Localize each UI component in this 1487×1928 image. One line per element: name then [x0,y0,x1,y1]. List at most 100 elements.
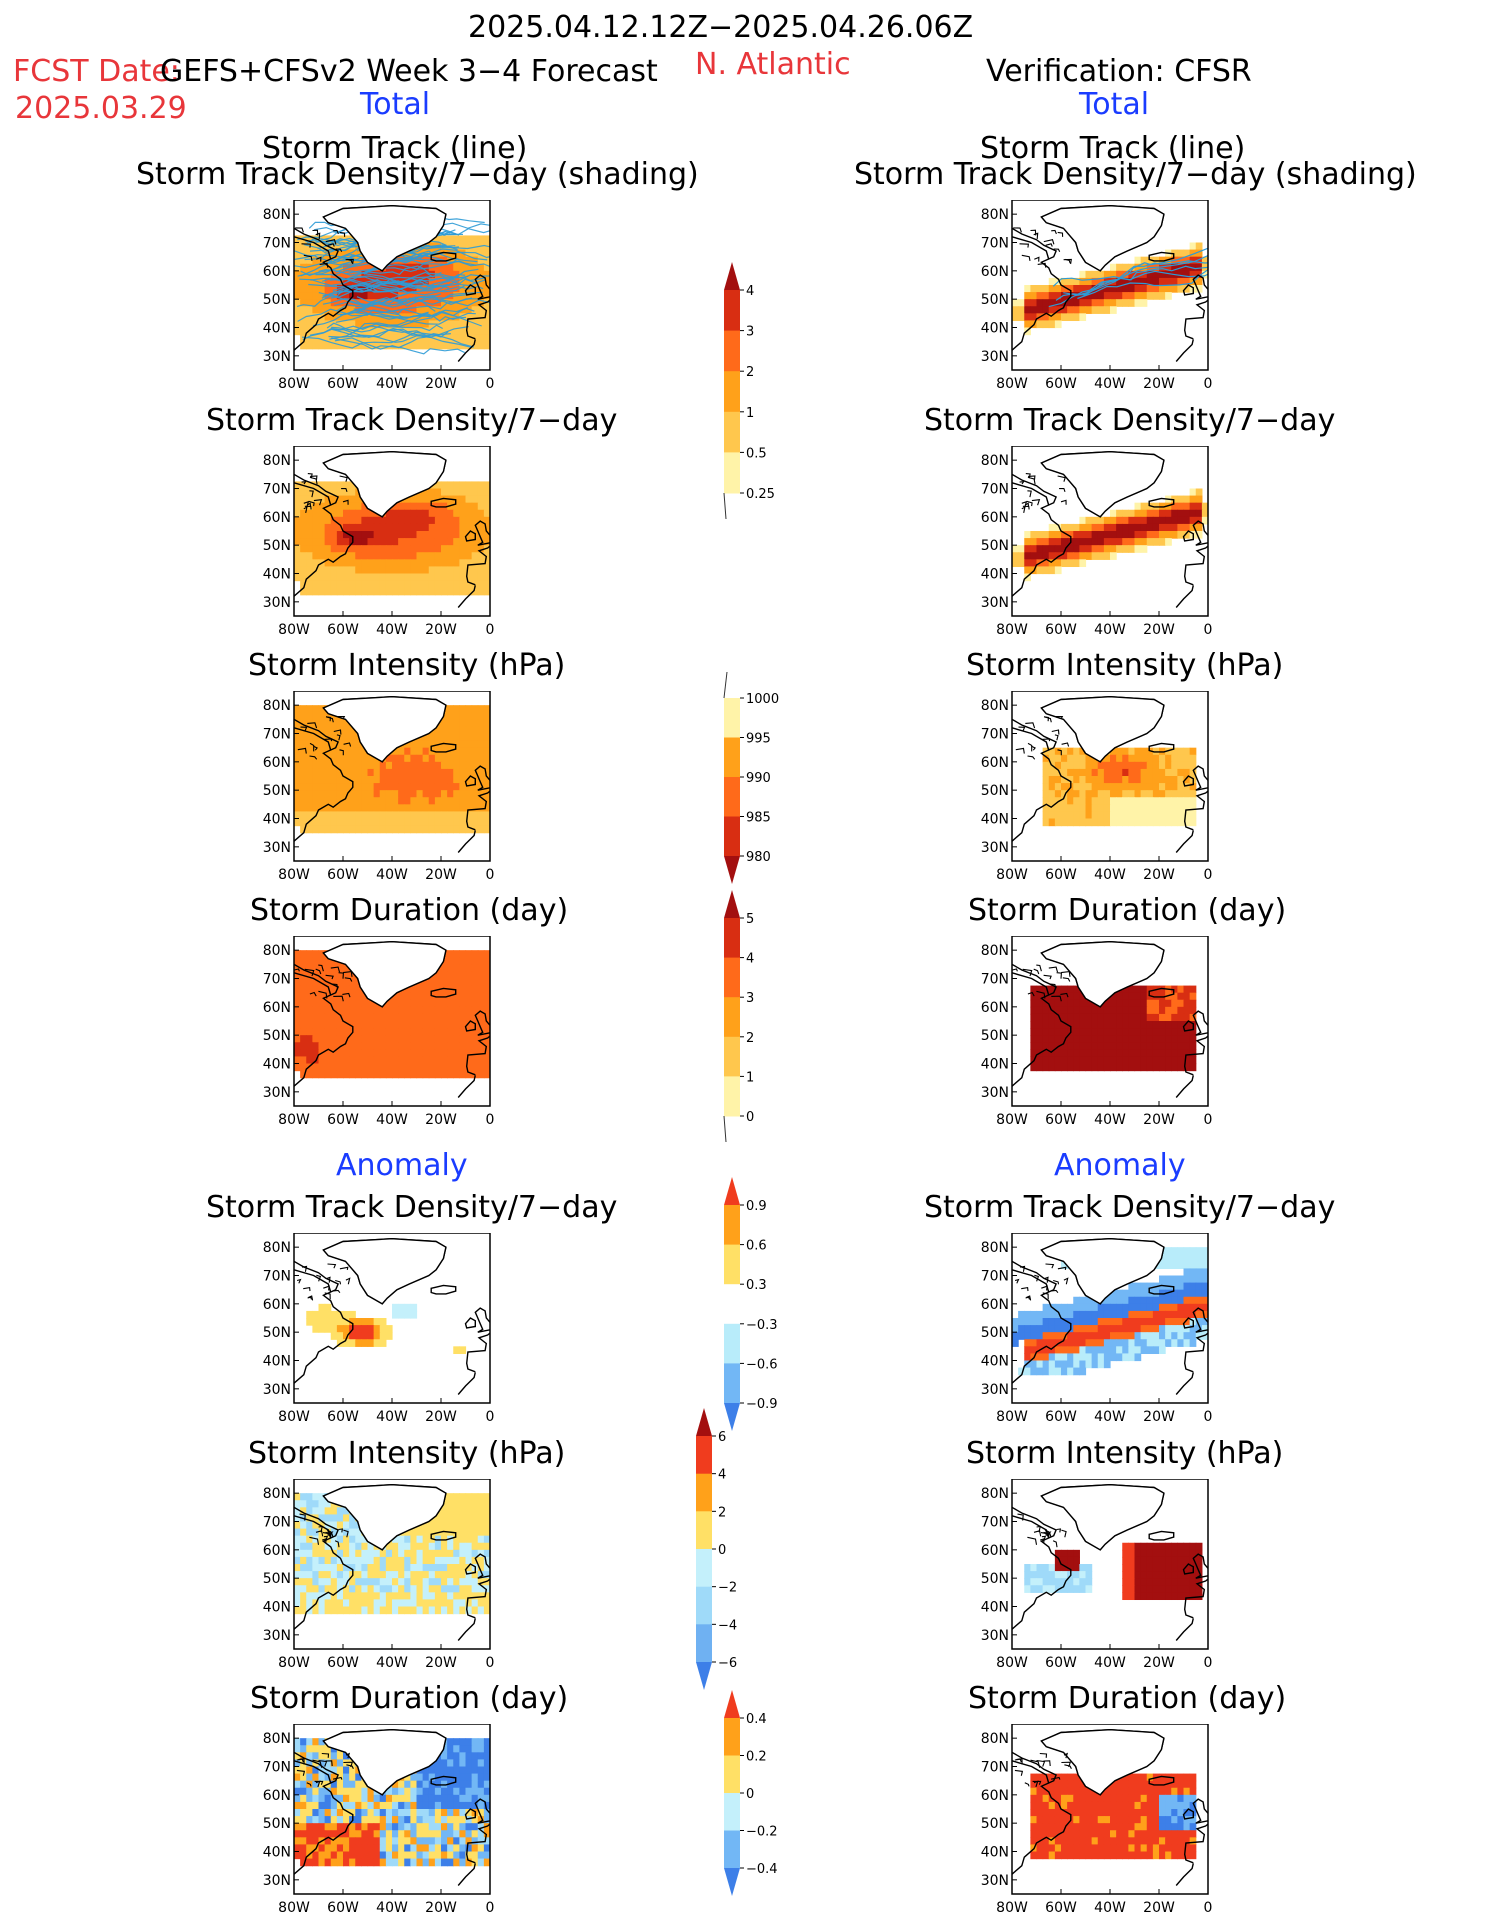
lat-tick-label: 30N [263,349,291,365]
lon-tick-label: 60W [1045,1900,1077,1916]
lon-tick-label: 0 [1204,867,1213,883]
lat-tick-label: 50N [981,1028,1009,1044]
lat-tick-label: 80N [263,1731,291,1747]
lat-tick-label: 50N [981,783,1009,799]
lon-tick-label: 60W [327,1900,359,1916]
lon-tick-label: 0 [1204,1900,1213,1916]
title-density-left: Storm Track Density/7−day [206,403,617,438]
lon-tick-label: 20W [1143,622,1175,638]
colorbar-label: 0 [718,1543,726,1558]
lat-tick-label: 60N [263,510,291,526]
lat-tick-label: 70N [981,1515,1009,1531]
lon-tick-label: 60W [1045,1655,1077,1671]
lat-tick-label: 50N [263,538,291,554]
lon-tick-label: 60W [1045,622,1077,638]
lat-tick-label: 60N [263,755,291,771]
lat-tick-label: 70N [981,972,1009,988]
lat-tick-label: 50N [263,292,291,308]
title-intensity-right: Storm Intensity (hPa) [966,648,1283,683]
lon-tick-label: 0 [1204,622,1213,638]
lon-tick-label: 40W [376,376,408,392]
colorbar-label: −0.4 [746,1862,778,1877]
model-title: GEFS+CFSv2 Week 3−4 Forecast [160,54,658,89]
lat-tick-label: 60N [263,1788,291,1804]
lon-tick-label: 40W [376,1409,408,1425]
colorbar-label: −0.3 [746,1318,778,1333]
lon-tick-label: 20W [425,1112,457,1128]
lon-tick-label: 80W [278,1900,310,1916]
lat-tick-label: 40N [263,1057,291,1073]
colorbar-label: 1000 [746,692,779,707]
title-density-right: Storm Track Density/7−day [924,403,1335,438]
lon-tick-label: 20W [1143,1409,1175,1425]
lon-tick-label: 0 [486,1409,495,1425]
lon-tick-label: 20W [1143,1900,1175,1916]
lon-tick-label: 20W [1143,867,1175,883]
lat-tick-label: 70N [981,236,1009,252]
lon-tick-label: 40W [376,1655,408,1671]
lon-tick-label: 40W [1094,1655,1126,1671]
lat-tick-label: 60N [263,264,291,280]
lat-tick-label: 70N [981,727,1009,743]
title-anom-density-left: Storm Track Density/7−day [206,1190,617,1225]
colorbar-label: 1 [746,1070,754,1085]
lat-tick-label: 30N [263,1382,291,1398]
colorbar-label: 995 [746,732,771,747]
anomaly-left-label: Anomaly [336,1148,468,1183]
lat-tick-label: 50N [263,1028,291,1044]
lon-tick-label: 60W [327,622,359,638]
lat-tick-label: 80N [981,1240,1009,1256]
lon-tick-label: 40W [376,1900,408,1916]
lon-tick-label: 60W [327,1655,359,1671]
lon-tick-label: 60W [1045,1409,1077,1425]
colorbar-label: 980 [746,850,771,865]
lat-tick-label: 30N [263,1628,291,1644]
lat-tick-label: 40N [981,1600,1009,1616]
anomaly-right-label: Anomaly [1054,1148,1186,1183]
lon-tick-label: 20W [1143,1112,1175,1128]
verification-title: Verification: CFSR [986,54,1252,89]
lat-tick-label: 30N [981,1628,1009,1644]
lat-tick-label: 70N [263,236,291,252]
lon-tick-label: 40W [376,1112,408,1128]
lon-tick-label: 20W [425,1409,457,1425]
lat-tick-label: 30N [981,1382,1009,1398]
lat-tick-label: 70N [263,1269,291,1285]
title-anom-density-right: Storm Track Density/7−day [924,1190,1335,1225]
lat-tick-label: 30N [981,1085,1009,1101]
lon-tick-label: 60W [1045,376,1077,392]
title-intensity-left: Storm Intensity (hPa) [248,648,565,683]
lon-tick-label: 20W [1143,376,1175,392]
lat-tick-label: 70N [981,1269,1009,1285]
lon-tick-label: 80W [996,1409,1028,1425]
colorbar-label: 0.9 [746,1199,767,1214]
lat-tick-label: 70N [263,1515,291,1531]
lat-tick-label: 40N [981,567,1009,583]
colorbar-label: 3 [746,991,754,1006]
lat-tick-label: 70N [981,482,1009,498]
lat-tick-label: 60N [981,510,1009,526]
lat-tick-label: 50N [981,1816,1009,1832]
lat-tick-label: 40N [263,1845,291,1861]
lat-tick-label: 40N [263,321,291,337]
lon-tick-label: 0 [486,1900,495,1916]
lon-tick-label: 20W [425,1900,457,1916]
lat-tick-label: 40N [981,812,1009,828]
lon-tick-label: 60W [1045,1112,1077,1128]
colorbar-label: 2 [718,1505,726,1520]
lon-tick-label: 40W [1094,1112,1126,1128]
lat-tick-label: 40N [263,1354,291,1370]
lon-tick-label: 80W [996,622,1028,638]
colorbar-label: 4 [746,284,754,299]
